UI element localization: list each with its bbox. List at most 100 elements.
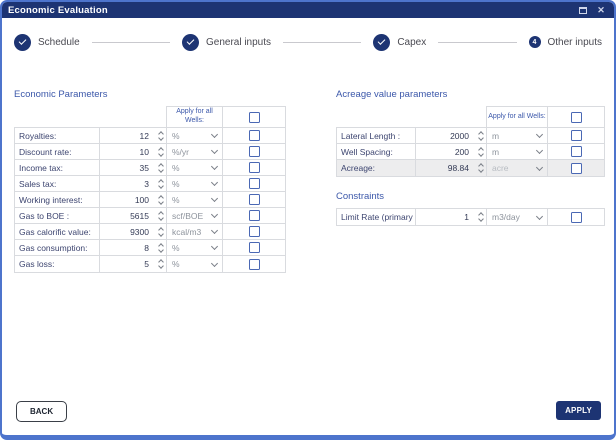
value-input[interactable]: 1 [416, 209, 487, 225]
apply-button[interactable]: APPLY [556, 401, 601, 420]
close-icon[interactable]: ✕ [597, 4, 605, 15]
param-label: Sales tax: [15, 176, 100, 191]
table-row-sales-tax: Sales tax: 3 % [15, 176, 285, 192]
chevron-down-icon [210, 210, 219, 219]
chevron-down-icon [535, 163, 544, 171]
apply-checkbox[interactable] [248, 178, 260, 189]
spinner-icon[interactable] [476, 209, 486, 225]
titlebar: Economic Evaluation ✕ [2, 2, 614, 18]
stepper-step-general-inputs[interactable]: General inputs [181, 33, 272, 51]
apply-checkbox[interactable] [248, 162, 260, 173]
table-row-acreage: Acreage: 98.84 acre [337, 160, 604, 176]
spinner-icon[interactable] [476, 144, 486, 159]
value-input[interactable]: 35 [100, 160, 167, 175]
apply-checkbox[interactable] [570, 211, 582, 223]
param-label: Gas loss: [15, 256, 100, 272]
param-label: Gas calorific value: [15, 224, 100, 239]
spinner-icon[interactable] [156, 240, 166, 255]
check-circle-icon [14, 33, 31, 51]
stepper-step-capex[interactable]: Capex [373, 33, 427, 51]
table-row-royalties: Royalties: 12 % [15, 128, 285, 144]
apply-checkbox[interactable] [248, 226, 260, 237]
section-title: Acreage value parameters [336, 89, 448, 100]
value-input[interactable]: 3 [100, 176, 167, 191]
value-input[interactable]: 5 [100, 256, 167, 272]
unit-dropdown[interactable]: % [167, 160, 223, 175]
value-input[interactable]: 200 [416, 144, 487, 159]
unit-dropdown[interactable]: %/yr [167, 144, 223, 159]
spinner-icon[interactable] [476, 128, 486, 143]
unit-dropdown[interactable]: m [487, 144, 548, 159]
unit-dropdown[interactable]: % [167, 128, 223, 143]
unit-dropdown[interactable]: m3/day [487, 209, 548, 225]
unit-dropdown[interactable]: scf/BOE [167, 208, 223, 223]
apply-checkbox[interactable] [248, 258, 260, 270]
check-circle-icon [373, 33, 391, 51]
spinner-icon[interactable] [156, 160, 166, 175]
apply-checkbox[interactable] [570, 162, 582, 174]
unit-dropdown[interactable]: m [487, 128, 548, 143]
table-row-gas-loss: Gas loss: 5 % [15, 256, 285, 272]
param-label: Working interest: [15, 192, 100, 207]
spinner-icon[interactable] [156, 256, 166, 272]
spinner-icon [476, 160, 486, 176]
value-input[interactable]: 2000 [416, 128, 487, 143]
apply-checkbox[interactable] [570, 146, 582, 157]
table-row-income-tax: Income tax: 35 % [15, 160, 285, 176]
apply-for-all-label: Apply for all Wells: [487, 107, 548, 127]
value-input[interactable]: 8 [100, 240, 167, 255]
section-title: Constraints [336, 191, 385, 202]
stepper-connector [283, 41, 362, 43]
param-label: Gas consumption: [15, 240, 100, 255]
value-input[interactable]: 12 [100, 128, 167, 143]
apply-checkbox[interactable] [248, 242, 260, 253]
back-button[interactable]: BACK [16, 401, 68, 422]
spinner-icon[interactable] [156, 224, 166, 239]
spinner-icon[interactable] [156, 176, 166, 191]
param-label: Gas to BOE : [15, 208, 100, 223]
value-input[interactable]: 100 [100, 192, 167, 207]
restore-window-icon[interactable] [576, 4, 590, 16]
unit-dropdown[interactable]: % [167, 256, 223, 272]
chevron-down-icon [210, 162, 219, 171]
acreage-parameters-table: Lateral Length : 2000 m Well Spacing: 20… [336, 127, 605, 177]
unit-dropdown[interactable]: % [167, 192, 223, 207]
spinner-icon[interactable] [156, 128, 166, 143]
apply-checkbox[interactable] [248, 130, 260, 141]
apply-checkbox[interactable] [248, 210, 260, 221]
acreage-parameters-section: Acreage value parameters Apply for all W… [336, 89, 605, 177]
spinner-icon[interactable] [156, 208, 166, 223]
window-title: Economic Evaluation [8, 4, 108, 16]
chevron-down-icon [210, 259, 219, 267]
apply-all-checkbox[interactable] [570, 111, 582, 123]
apply-for-all-label: Apply for all Wells: [167, 107, 223, 127]
chevron-down-icon [210, 130, 219, 139]
step-label: Capex [397, 36, 427, 48]
table-header: Apply for all Wells: [166, 106, 286, 127]
table-header: Apply for all Wells: [486, 106, 605, 127]
unit-dropdown[interactable]: kcal/m3 [167, 224, 223, 239]
wizard-stepper: Schedule General inputs Capex 4 Other in… [14, 31, 602, 53]
param-label: Discount rate: [15, 144, 100, 159]
table-row-discount-rate: Discount rate: 10 %/yr [15, 144, 285, 160]
param-label: Limit Rate (primary phas [337, 209, 416, 225]
step-number-circle-icon: 4 [528, 36, 541, 48]
value-input[interactable]: 5615 [100, 208, 167, 223]
apply-checkbox[interactable] [570, 130, 582, 141]
chevron-down-icon [210, 178, 219, 187]
chevron-down-icon [210, 194, 219, 203]
spinner-icon[interactable] [156, 144, 166, 159]
stepper-step-other-inputs[interactable]: 4 Other inputs [528, 36, 602, 48]
value-input[interactable]: 9300 [100, 224, 167, 239]
table-row-gas-to-boe: Gas to BOE : 5615 scf/BOE [15, 208, 285, 224]
step-label: General inputs [205, 36, 272, 48]
value-input[interactable]: 10 [100, 144, 167, 159]
chevron-down-icon [210, 242, 219, 251]
unit-dropdown[interactable]: % [167, 176, 223, 191]
apply-checkbox[interactable] [248, 194, 260, 205]
apply-all-checkbox[interactable] [248, 111, 260, 123]
unit-dropdown[interactable]: % [167, 240, 223, 255]
spinner-icon[interactable] [156, 192, 166, 207]
stepper-step-schedule[interactable]: Schedule [14, 33, 80, 51]
apply-checkbox[interactable] [248, 146, 260, 157]
